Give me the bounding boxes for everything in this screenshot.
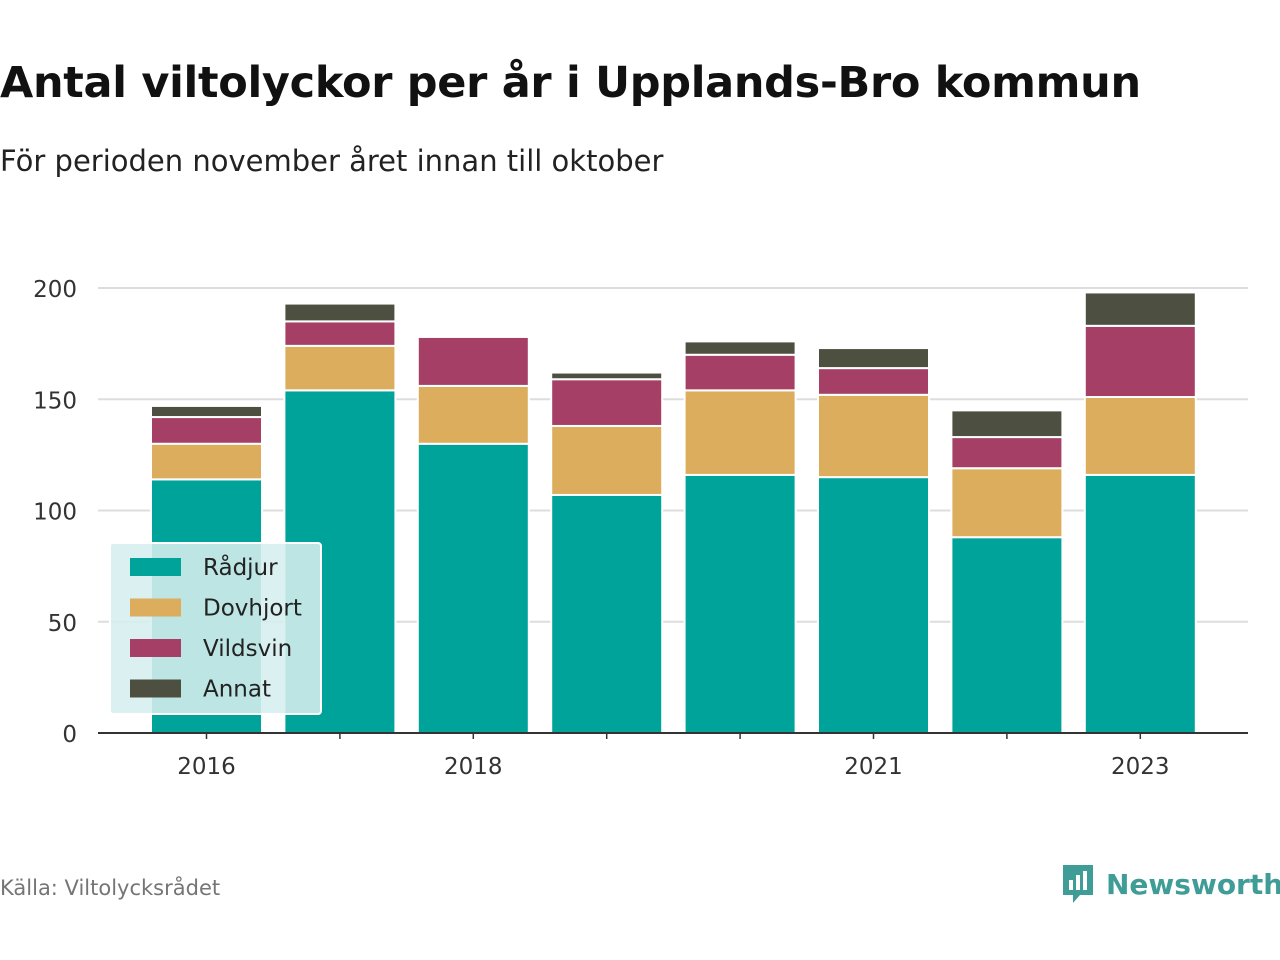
bar-2022-annat	[950, 409, 1064, 439]
bar-2021-annat	[817, 347, 930, 370]
x-tick-label: 2016	[177, 754, 236, 780]
legend-swatch-rådjur	[130, 558, 181, 576]
bar-2020-dovhjort	[683, 389, 797, 476]
legend-box	[109, 542, 322, 715]
source-note: Källa: Viltolycksrådet	[0, 876, 221, 900]
bar-2018-vildsvin	[416, 335, 530, 387]
legend-label: Rådjur	[203, 553, 278, 581]
y-tick-label: 0	[62, 722, 77, 748]
axes: 0 50 100 150 200 2016 2018 2021 2023	[33, 277, 1248, 780]
y-tick-label: 200	[33, 277, 77, 303]
bar-2019-rådjur	[550, 493, 664, 734]
bar-2020-rådjur	[683, 473, 797, 734]
bar-2017-dovhjort	[283, 344, 397, 392]
y-tick-label: 50	[48, 611, 77, 637]
x-tick-label: 2018	[444, 754, 503, 780]
bar-2020-vildsvin	[683, 353, 797, 392]
bar-2017-annat	[283, 302, 397, 323]
bar-2020-annat	[683, 340, 797, 356]
legend-label: Annat	[203, 677, 271, 703]
legend-swatch-annat	[130, 679, 181, 698]
bar-2018-dovhjort	[416, 384, 530, 445]
newsworthy-logo-icon	[1063, 865, 1093, 903]
legend-swatch-dovhjort	[130, 598, 181, 617]
bar-2023-annat	[1083, 291, 1197, 327]
bar-2021-vildsvin	[817, 367, 930, 396]
brand-name: Newsworthy	[1106, 867, 1280, 901]
x-tick-label: 2023	[1111, 754, 1170, 780]
bar-2019-dovhjort	[550, 424, 664, 496]
bar-2023-vildsvin	[1083, 324, 1197, 399]
bar-2021-rådjur	[817, 476, 930, 734]
legend: Rådjur Dovhjort Vildsvin Annat	[109, 542, 322, 715]
bar-2022-rådjur	[950, 536, 1064, 735]
bar-2022-dovhjort	[950, 467, 1064, 539]
bar-2019-annat	[550, 371, 664, 381]
brand-logo: Newsworthy	[1060, 862, 1280, 906]
chart-subtitle: För perioden november året innan till ok…	[0, 144, 664, 178]
bar-2023-rådjur	[1083, 473, 1197, 734]
legend-swatch-vildsvin	[130, 639, 181, 657]
x-tick-label: 2021	[844, 754, 903, 780]
chart-title: Antal viltolyckor per år i Upplands-Bro …	[0, 58, 1141, 108]
bar-2021-dovhjort	[817, 393, 930, 479]
bar-2016-dovhjort	[150, 442, 263, 481]
bar-2016-annat	[150, 404, 263, 419]
bar-2023-dovhjort	[1083, 396, 1197, 476]
bar-2016-vildsvin	[150, 416, 263, 445]
bar-2019-vildsvin	[550, 378, 664, 427]
bar-2018-rådjur	[416, 442, 530, 734]
y-tick-label: 150	[33, 388, 77, 414]
bar-2022-vildsvin	[950, 436, 1064, 470]
y-tick-label: 100	[33, 500, 77, 526]
legend-label: Dovhjort	[203, 596, 302, 622]
legend-label: Vildsvin	[203, 636, 292, 662]
bar-2017-vildsvin	[283, 320, 397, 347]
